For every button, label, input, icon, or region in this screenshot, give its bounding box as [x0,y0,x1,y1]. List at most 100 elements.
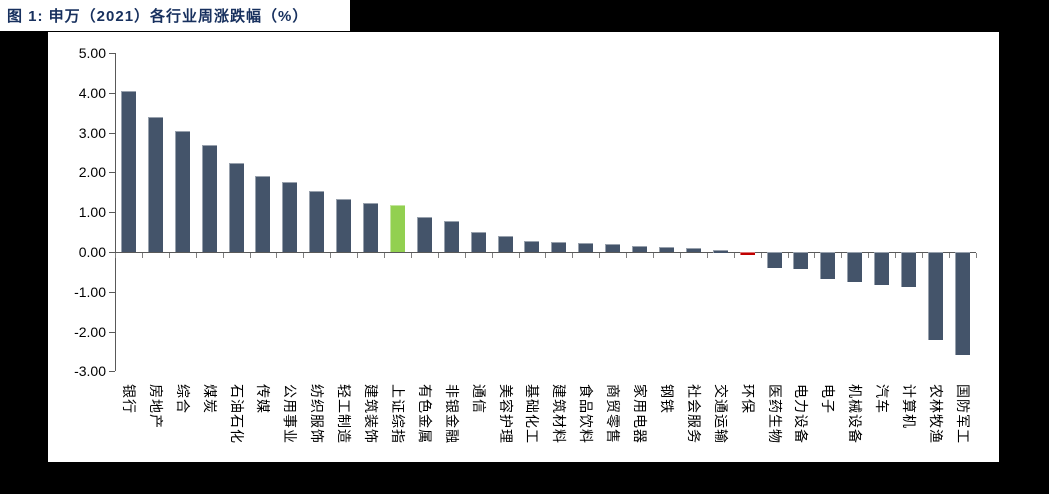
bar-综合 [174,131,190,252]
bar-银行 [120,90,136,252]
y-axis-tick [109,92,115,94]
x-axis-tick [706,253,708,258]
x-axis-label: 农林牧渔 [927,384,944,444]
x-axis-label: 煤炭 [201,384,218,414]
x-axis-tick [975,253,977,258]
y-axis-tick [109,371,115,373]
bar-商贸零售 [605,244,621,252]
x-axis-tick [141,253,143,258]
bar-煤炭 [201,144,217,252]
bar-电子 [820,252,836,280]
x-axis-label: 传媒 [255,384,272,414]
x-axis-tick [814,253,816,258]
x-axis-label: 钢铁 [658,384,675,414]
y-axis-tick-label: -3.00 [74,363,106,380]
y-axis-tick-label: 4.00 [78,84,106,101]
bar-交通运输 [712,250,728,253]
y-axis-tick-label: 0.00 [78,244,106,260]
x-axis-tick [276,253,278,258]
x-axis-tick [384,253,385,258]
y-axis-tick [109,172,115,174]
x-axis-tick [599,253,601,258]
bar-通信 [470,231,486,252]
bar-建筑材料 [551,242,567,252]
x-axis-label: 建筑装饰 [363,384,380,444]
y-axis-tick-label: 3.00 [78,124,106,141]
x-axis-label: 商贸零售 [605,384,622,444]
bar-计算机 [901,252,917,288]
bar-美容护理 [497,236,513,252]
bar-钢铁 [658,247,674,252]
bar-电力设备 [793,252,809,269]
x-axis-label: 综合 [174,384,191,414]
y-axis-tick-label: -2.00 [74,323,106,340]
x-axis-tick [464,253,466,258]
x-axis-label: 房地产 [147,384,164,429]
x-axis-label: 汽车 [874,384,891,414]
y-axis-tick [109,53,115,54]
x-axis-label: 机械设备 [847,384,864,444]
x-axis-tick [518,253,520,258]
x-axis-label: 建筑材料 [551,384,568,444]
y-axis-line [115,53,116,372]
x-axis-label: 交通运输 [712,384,729,444]
x-axis-tick [679,253,681,258]
bar-汽车 [874,252,890,286]
y-axis-tick-label: -1.00 [74,283,106,300]
x-axis-label: 基础化工 [524,384,541,444]
x-axis-label: 非银金融 [443,384,460,444]
x-axis-label: 有色金属 [416,384,433,444]
x-axis-tick [545,253,547,258]
bar-建筑装饰 [363,203,379,252]
bar-纺织服饰 [309,190,325,252]
x-axis-tick [491,253,493,258]
x-axis-label: 电子 [820,384,837,414]
x-axis-tick [760,253,762,258]
y-axis-tick [109,252,115,253]
bar-家用电器 [632,246,648,252]
x-axis-tick [168,253,170,258]
bar-农林牧渔 [927,252,943,340]
y-axis-tick [109,132,115,134]
x-axis-tick [653,253,654,258]
x-axis-label: 公用事业 [282,384,299,444]
figure-title-strip: 图 1: 申万（2021）各行业周涨跌幅（%） [0,0,350,31]
x-axis-label: 环保 [739,384,756,414]
x-axis-label: 通信 [470,384,487,414]
bar-非银金融 [443,221,459,252]
bar-机械设备 [847,252,863,283]
x-axis-tick [787,253,789,258]
x-axis-tick [195,253,197,258]
x-axis-tick [841,253,843,258]
bar-石油石化 [228,162,244,252]
x-axis-label: 纺织服饰 [309,384,326,444]
x-axis-tick [572,253,574,258]
x-axis-tick [626,253,628,258]
x-axis-line [115,252,977,253]
x-axis-tick [437,253,439,258]
x-axis-label: 轻工制造 [336,384,353,444]
y-axis-tick-label: 5.00 [78,45,106,61]
y-axis-tick [109,212,115,214]
x-axis-label: 食品饮料 [578,384,595,444]
bar-环保 [739,252,755,255]
x-axis-label: 美容护理 [497,384,514,444]
bar-传媒 [255,175,271,252]
x-axis-tick [330,253,332,258]
bar-食品饮料 [578,243,594,252]
x-axis-label: 电力设备 [793,384,810,444]
y-axis-tick-label: 2.00 [78,164,106,181]
x-axis-tick [222,253,224,258]
y-axis-tick [109,291,115,293]
x-axis-tick [303,253,305,258]
x-axis-label: 银行 [120,384,137,414]
bar-社会服务 [685,248,701,252]
x-axis-tick [922,253,923,258]
y-axis-tick-label: 1.00 [78,204,106,221]
bar-基础化工 [524,240,540,252]
x-axis-label: 医药生物 [766,384,783,444]
x-axis-tick [733,253,735,258]
x-axis-label: 社会服务 [685,384,702,444]
x-axis-label: 石油石化 [228,384,245,444]
bar-有色金属 [416,216,432,252]
